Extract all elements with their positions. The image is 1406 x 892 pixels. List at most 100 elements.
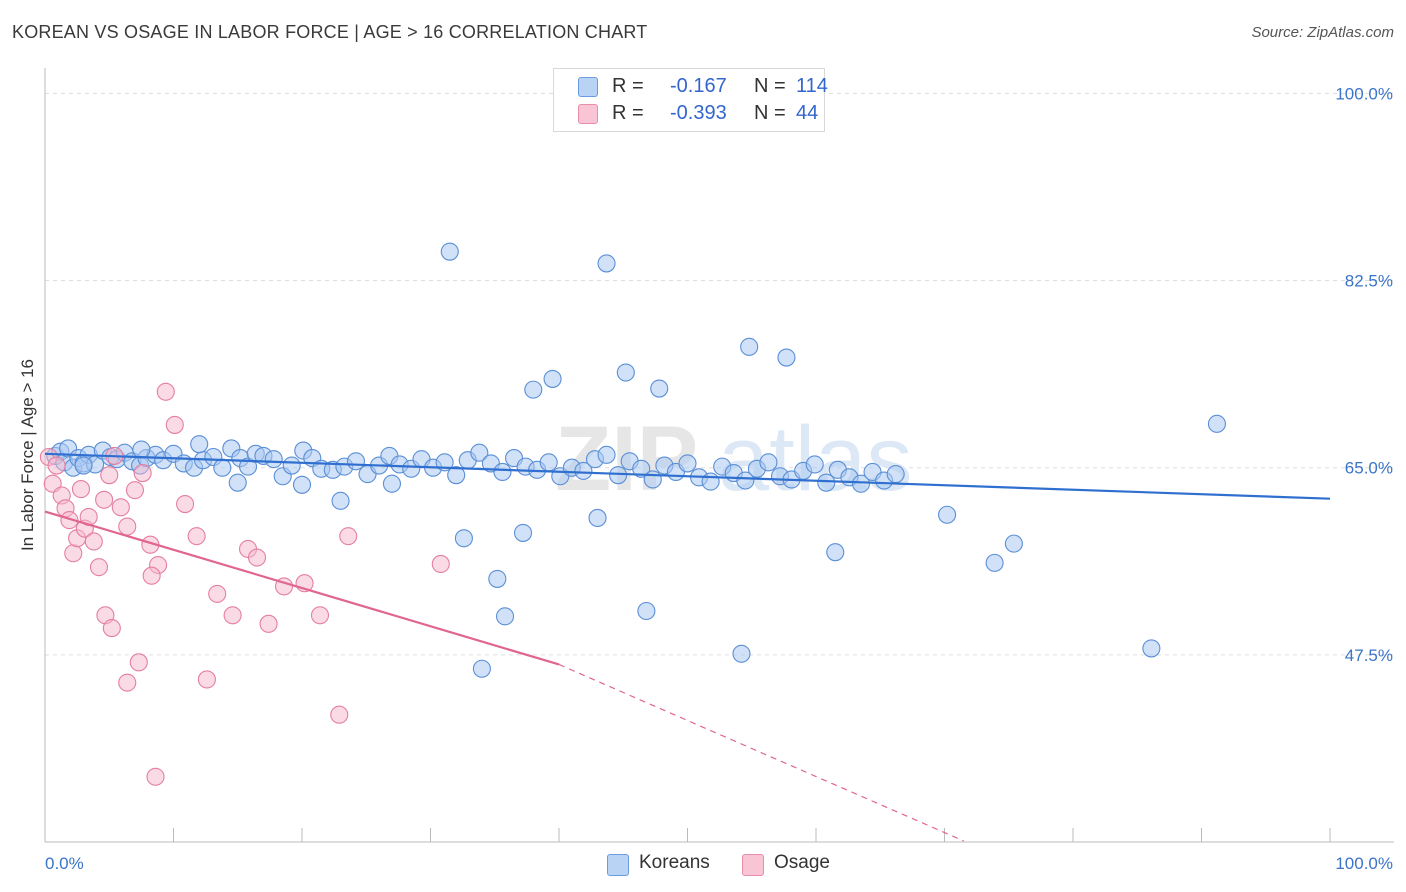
- osage-point-25: [187, 527, 206, 546]
- koreans-point-97: [650, 379, 669, 398]
- osage-trend-line: [44, 510, 560, 666]
- koreans-point-48: [470, 443, 489, 462]
- koreans-point-106: [732, 644, 751, 663]
- koreans-point-31: [282, 456, 301, 475]
- koreans-swatch: [578, 77, 598, 97]
- osage-legend-label: Osage: [774, 852, 830, 873]
- osage-point-35: [330, 705, 349, 724]
- osage-point-8: [71, 480, 91, 499]
- koreans-point-108: [938, 505, 957, 524]
- koreans-point-113: [1207, 414, 1226, 433]
- koreans-point-104: [588, 508, 607, 528]
- koreans-point-84: [886, 465, 905, 484]
- koreans-point-95: [543, 369, 562, 388]
- osage-trend-extension: [558, 663, 965, 842]
- koreans-point-73: [759, 453, 778, 472]
- koreans-point-99: [777, 348, 796, 367]
- osage-n-label: N =: [754, 102, 786, 124]
- koreans-point-57: [574, 461, 593, 480]
- osage-point-22: [156, 382, 175, 401]
- koreans-n-value: 114: [796, 75, 828, 97]
- koreans-point-63: [643, 470, 662, 489]
- osage-swatch: [578, 104, 598, 124]
- koreans-point-85: [74, 456, 93, 475]
- koreans-point-87: [190, 435, 209, 454]
- koreans-point-109: [985, 553, 1004, 572]
- koreans-point-59: [597, 445, 616, 464]
- koreans-point-23: [213, 458, 232, 477]
- osage-point-17: [118, 517, 137, 536]
- koreans-n-label: N =: [754, 75, 786, 97]
- koreans-point-103: [513, 523, 533, 542]
- osage-n-value: 44: [796, 102, 819, 124]
- osage-point-28: [223, 606, 242, 625]
- koreans-point-96: [616, 363, 635, 382]
- y-tick-label-0: 47.5%: [1345, 646, 1393, 665]
- osage-point-14: [100, 466, 119, 485]
- koreans-point-101: [488, 569, 507, 588]
- osage-r-value: -0.393: [670, 102, 727, 124]
- osage-point-11: [84, 532, 103, 551]
- y-tick-label-1: 65.0%: [1345, 459, 1393, 478]
- osage-point-31: [259, 614, 278, 633]
- osage-point-12: [89, 558, 109, 577]
- koreans-point-92: [440, 242, 459, 261]
- osage-point-13: [95, 490, 114, 509]
- source-credit: Source: ZipAtlas.com: [1251, 24, 1394, 41]
- osage-point-30: [247, 548, 267, 567]
- koreans-point-46: [447, 466, 466, 485]
- koreans-point-50: [493, 462, 512, 482]
- koreans-point-98: [740, 337, 759, 356]
- osage-point-41: [129, 653, 148, 672]
- osage-point-24: [176, 495, 195, 514]
- trend-lines: [44, 452, 1331, 842]
- koreans-point-81: [851, 474, 871, 493]
- osage-point-37: [431, 554, 450, 573]
- koreans-r-value: -0.167: [670, 75, 727, 97]
- koreans-point-54: [539, 453, 558, 472]
- koreans-point-111: [1142, 639, 1161, 658]
- stats-legend: R = -0.167 N = 114 R = -0.393 N = 44: [553, 68, 828, 132]
- koreans-point-89: [292, 475, 312, 494]
- y-tick-label-3: 100.0%: [1335, 84, 1393, 103]
- koreans-point-112: [472, 659, 491, 678]
- osage-point-23: [165, 415, 184, 434]
- osage-point-19: [133, 463, 152, 483]
- koreans-point-91: [382, 474, 402, 493]
- koreans-point-86: [132, 440, 151, 459]
- osage-point-18: [125, 481, 144, 500]
- osage-point-26: [197, 670, 216, 689]
- osage-point-27: [208, 584, 227, 603]
- osage-point-43: [102, 619, 121, 638]
- koreans-point-90: [331, 491, 350, 510]
- koreans-point-78: [817, 473, 836, 492]
- koreans-point-100: [454, 529, 473, 548]
- x-tick-label-0: 0.0%: [45, 854, 84, 873]
- koreans-point-105: [637, 601, 656, 621]
- koreans-point-77: [805, 455, 824, 474]
- koreans-point-107: [826, 543, 845, 562]
- koreans-point-68: [701, 472, 720, 491]
- tick-labels: 47.5% 65.0% 82.5% 100.0% 0.0% 100.0%: [45, 84, 1393, 873]
- koreans-point-66: [678, 454, 697, 473]
- osage-point-42: [146, 767, 165, 786]
- koreans-point-29: [264, 450, 283, 469]
- osage-point-39: [142, 566, 161, 585]
- koreans-point-60: [609, 466, 628, 485]
- chart-title: KOREAN VS OSAGE IN LABOR FORCE | AGE > 1…: [12, 22, 648, 42]
- koreans-point-93: [597, 254, 616, 273]
- osage-point-2: [47, 456, 66, 475]
- koreans-legend-swatch: [607, 854, 629, 876]
- koreans-point-88: [228, 473, 247, 492]
- koreans-trend-line: [44, 452, 1331, 500]
- koreans-point-62: [632, 459, 651, 478]
- koreans-point-110: [1004, 534, 1023, 553]
- osage-r-label: R =: [612, 102, 644, 124]
- y-tick-label-2: 82.5%: [1345, 272, 1393, 291]
- osage-point-38: [118, 673, 137, 692]
- osage-point-34: [310, 606, 330, 625]
- koreans-point-94: [524, 380, 543, 399]
- koreans-point-71: [736, 471, 755, 490]
- osage-point-6: [64, 544, 83, 563]
